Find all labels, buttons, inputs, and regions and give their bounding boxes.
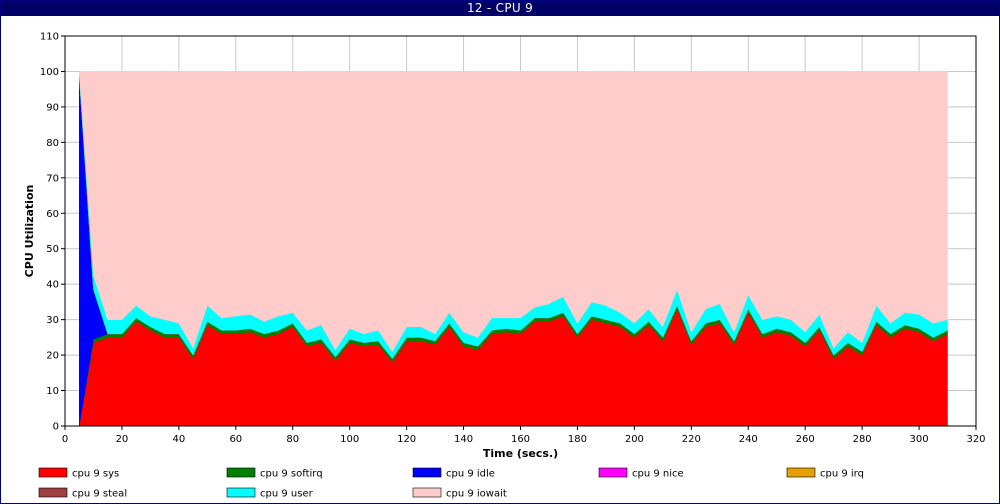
x-tick-label: 260 <box>796 434 815 445</box>
x-tick-label: 100 <box>340 434 359 445</box>
legend-swatch <box>412 467 442 478</box>
legend: cpu 9 sys cpu 9 softirq cpu 9 idle cpu 9 ni… <box>38 467 864 500</box>
y-tick-label: 30 <box>46 315 59 326</box>
y-tick-label: 10 <box>46 386 59 397</box>
legend-label: cpu 9 irq <box>820 469 864 480</box>
legend-label: cpu 9 iowait <box>446 489 507 500</box>
legend-swatch <box>226 487 256 498</box>
x-tick-label: 240 <box>739 434 758 445</box>
legend-item-cpu-9-softirq: cpu 9 softirq <box>226 467 323 480</box>
stacked-areas <box>78 71 948 427</box>
y-tick-label: 70 <box>46 173 59 184</box>
legend-label: cpu 9 sys <box>72 469 119 480</box>
x-tick-label: 220 <box>682 434 701 445</box>
y-tick-label: 110 <box>40 32 59 43</box>
legend-swatch <box>226 467 256 478</box>
y-axis-title: CPU Utilization <box>23 185 36 278</box>
legend-swatch <box>412 487 442 498</box>
legend-swatch <box>38 467 68 478</box>
y-axis-ticks: 0 10 20 30 40 50 60 70 80 90 100 110 <box>40 32 65 433</box>
y-tick-label: 80 <box>46 138 59 149</box>
x-tick-label: 180 <box>568 434 587 445</box>
window-title: 12 - CPU 9 <box>1 1 999 16</box>
legend-swatch <box>786 467 816 478</box>
legend-item-cpu-9-irq: cpu 9 irq <box>786 467 864 480</box>
x-tick-label: 160 <box>511 434 530 445</box>
legend-label: cpu 9 idle <box>446 469 495 480</box>
x-tick-label: 60 <box>229 434 242 445</box>
x-tick-label: 140 <box>454 434 473 445</box>
legend-item-cpu-9-steal: cpu 9 steal <box>38 487 127 500</box>
legend-label: cpu 9 steal <box>72 489 127 500</box>
y-tick-label: 20 <box>46 351 59 362</box>
x-tick-label: 0 <box>62 434 68 445</box>
legend-label: cpu 9 user <box>260 489 314 500</box>
y-tick-label: 100 <box>40 67 59 78</box>
y-tick-label: 90 <box>46 102 59 113</box>
series-area-cpu-9-iowait <box>78 71 948 353</box>
legend-item-cpu-9-user: cpu 9 user <box>226 487 314 500</box>
x-tick-label: 300 <box>910 434 929 445</box>
x-tick-label: 200 <box>625 434 644 445</box>
legend-item-cpu-9-iowait: cpu 9 iowait <box>412 487 507 500</box>
x-axis-ticks: 0 20 40 60 80 100 120 140 160 180 200 220 240 260 280 3… <box>62 426 986 445</box>
legend-swatch <box>38 487 68 498</box>
x-tick-label: 320 <box>966 434 985 445</box>
y-tick-label: 0 <box>53 422 59 433</box>
y-tick-label: 40 <box>46 280 59 291</box>
x-tick-label: 40 <box>173 434 186 445</box>
x-tick-label: 80 <box>286 434 299 445</box>
y-tick-label: 60 <box>46 209 59 220</box>
x-tick-label: 120 <box>397 434 416 445</box>
y-tick-label: 50 <box>46 244 59 255</box>
legend-swatch <box>598 467 628 478</box>
legend-item-cpu-9-nice: cpu 9 nice <box>598 467 684 480</box>
legend-item-cpu-9-idle: cpu 9 idle <box>412 467 495 480</box>
legend-label: cpu 9 softirq <box>260 469 323 480</box>
x-tick-label: 280 <box>853 434 872 445</box>
legend-item-cpu-9-sys: cpu 9 sys <box>38 467 119 480</box>
x-axis-title: Time (secs.) <box>483 447 558 460</box>
legend-label: cpu 9 nice <box>632 469 684 480</box>
x-tick-label: 20 <box>116 434 129 445</box>
